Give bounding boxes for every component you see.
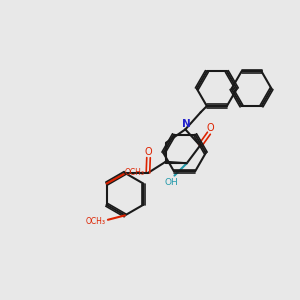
Text: OCH₃: OCH₃ [86, 217, 106, 226]
Text: O: O [145, 147, 152, 158]
Text: OH: OH [165, 178, 178, 187]
Text: O: O [206, 123, 214, 133]
Text: N: N [182, 119, 191, 129]
Text: OCH₃: OCH₃ [125, 168, 145, 177]
